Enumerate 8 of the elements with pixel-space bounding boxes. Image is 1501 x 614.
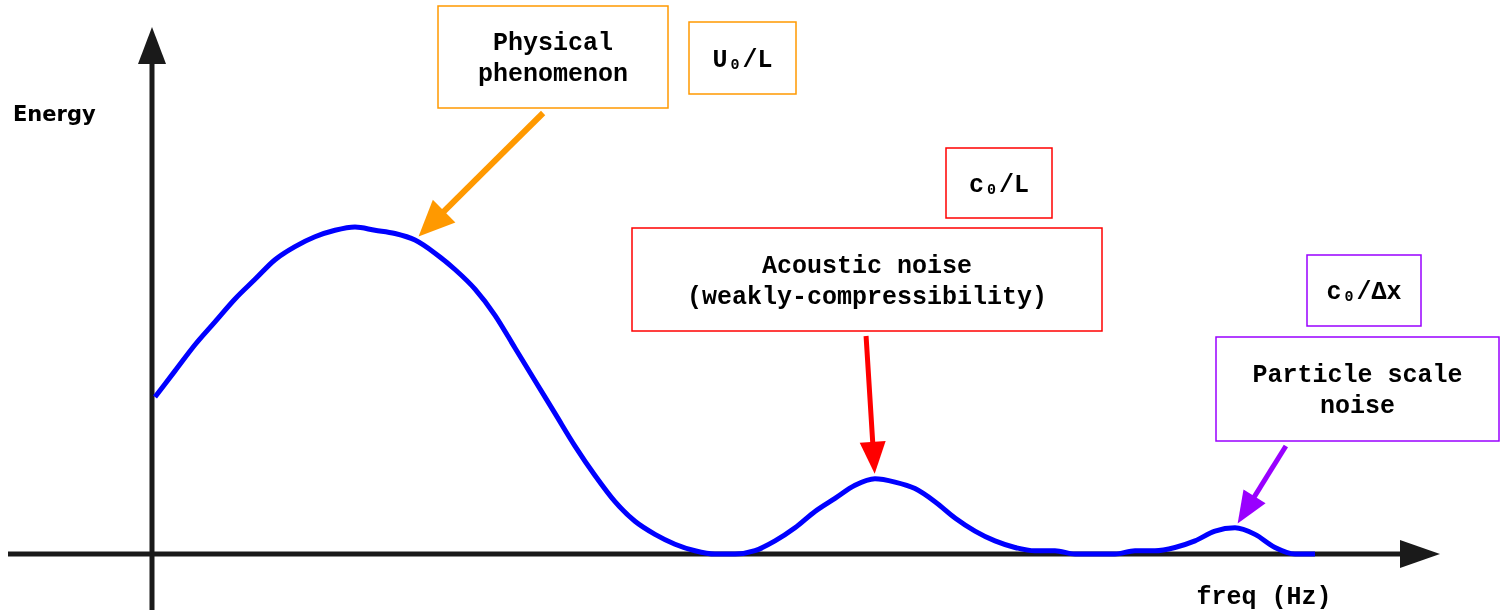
text: U₀/L [712,45,773,75]
text: Physical phenomenon [477,29,629,90]
text: Energy [13,102,96,126]
text: c₀/L [968,170,1030,200]
annotation: Acoustic noise (weakly-compressibility) [686,251,1048,312]
x-axis-title: freq (Hz) [1196,583,1332,612]
annotation: Particle scale noise [1252,361,1463,422]
text: c₀/Δx [1326,278,1402,308]
